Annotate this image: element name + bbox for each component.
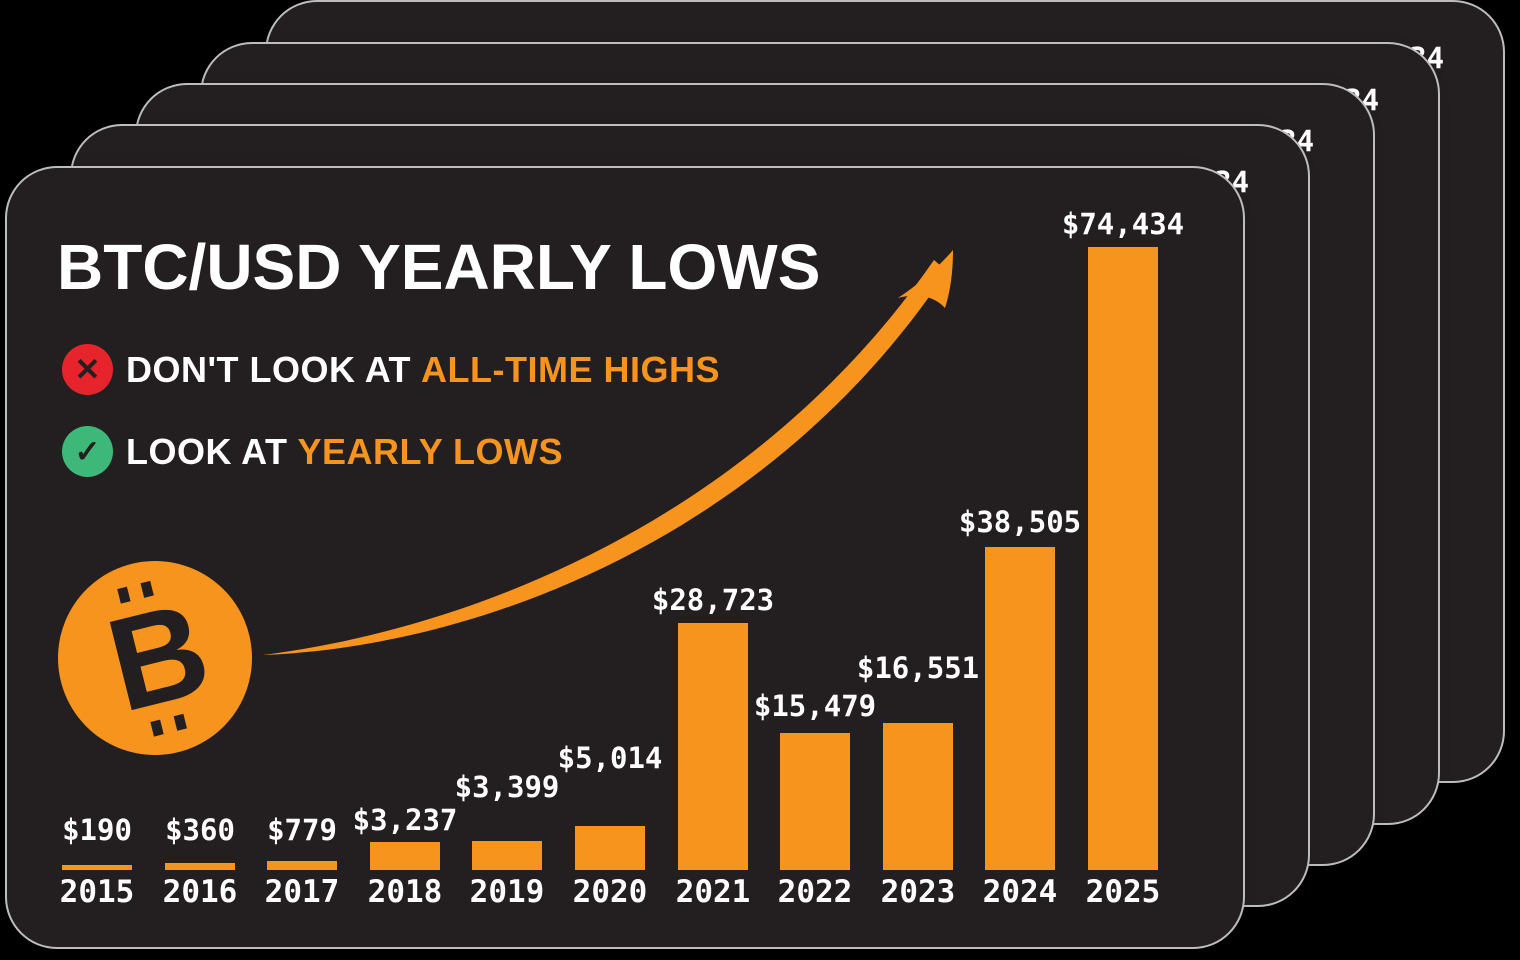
bar-value-label: $5,014 (557, 741, 663, 775)
bar-year-label: 2018 (367, 874, 443, 910)
bar-2017 (267, 861, 337, 870)
bullet-prefix: LOOK AT (126, 430, 288, 472)
bar-year-label: 2020 (572, 874, 648, 910)
bar-chart: $190 2015 $360 2016 $779 2017 $3,237 2018 $3,399… (7, 168, 1243, 947)
cross-glyph: ✕ (74, 352, 101, 387)
bar-value-label: $15,479 (753, 689, 877, 723)
bitcoin-logo-icon: B (58, 561, 252, 755)
bar-2015 (62, 865, 132, 870)
bar-value-label: $3,399 (454, 770, 560, 804)
bar-2019 (472, 841, 542, 870)
bar-year-label: 2024 (982, 874, 1058, 910)
bar-year-label: 2019 (469, 874, 545, 910)
bar-2022 (780, 733, 850, 870)
bar-year-label: 2016 (162, 874, 238, 910)
bar-value-label: $16,551 (856, 651, 980, 685)
bar-value-label: $38,505 (958, 505, 1082, 539)
bar-2021 (678, 623, 748, 870)
bar-2020 (575, 826, 645, 870)
bar-2024 (985, 547, 1055, 870)
bar-value-label: $28,723 (651, 583, 775, 617)
bar-value-label: $3,237 (352, 803, 458, 837)
cross-icon: ✕ (62, 344, 113, 395)
bar-year-label: 2015 (59, 874, 135, 910)
bar-2025 (1088, 247, 1158, 870)
bar-value-label: $190 (62, 813, 132, 847)
check-icon: ✓ (62, 426, 113, 477)
bar-2016 (165, 863, 235, 870)
bar-2018 (370, 842, 440, 870)
check-glyph: ✓ (74, 434, 101, 469)
bar-year-label: 2021 (675, 874, 751, 910)
bar-year-label: 2022 (777, 874, 853, 910)
bar-value-label: $779 (267, 813, 337, 847)
bar-value-label: $360 (165, 813, 235, 847)
bar-value-label: $74,434 (1061, 207, 1185, 241)
bar-year-label: 2025 (1085, 874, 1161, 910)
bar-2023 (883, 723, 953, 870)
bar-year-label: 2017 (264, 874, 340, 910)
bar-year-label: 2023 (880, 874, 956, 910)
